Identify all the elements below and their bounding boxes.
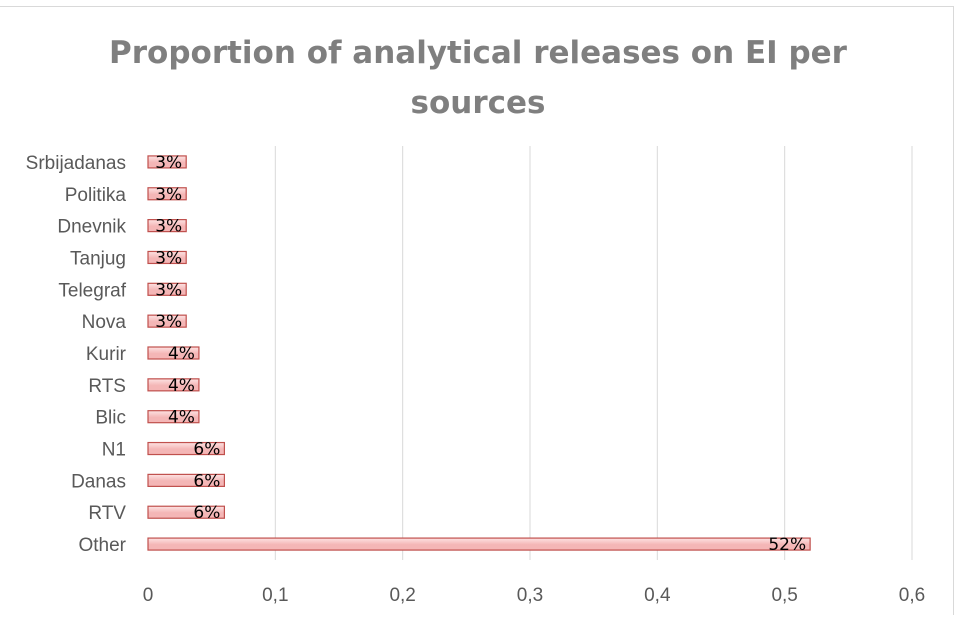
bar <box>147 219 187 233</box>
category-label: N1 <box>102 440 126 461</box>
data-label: 3% <box>155 280 182 300</box>
data-labels: 3% 3% 3% 3% 3% 3% 4% 4% 4% 6% 6% 6% 52% <box>155 153 806 555</box>
bar <box>147 473 226 487</box>
data-label: 6% <box>193 503 220 523</box>
data-label: 3% <box>155 153 182 173</box>
chart-title-line-1: Proportion of analytical releases on EI … <box>109 35 847 71</box>
bar <box>147 378 200 392</box>
data-label: 4% <box>168 344 195 364</box>
category-label: Kurir <box>86 344 127 365</box>
data-label: 4% <box>168 408 195 428</box>
data-label: 3% <box>155 312 182 332</box>
x-tick-label: 0,4 <box>644 585 671 606</box>
chart-title: Proportion of analytical releases on EI … <box>0 28 956 128</box>
chart-frame <box>0 6 954 615</box>
category-label: Dnevnik <box>57 217 126 238</box>
data-label: 6% <box>193 471 220 491</box>
bar <box>147 537 811 551</box>
category-label: Other <box>78 535 126 556</box>
gridlines <box>274 146 913 560</box>
x-tick-label: 0,5 <box>771 585 797 606</box>
category-axis: Srbijadanas Politika Dnevnik Tanjug Telegraf… <box>26 153 127 556</box>
data-label: 52% <box>768 535 806 555</box>
bar <box>147 314 187 328</box>
x-tick-label: 0,3 <box>517 585 543 606</box>
category-label: Politika <box>65 185 127 206</box>
bar <box>147 346 200 360</box>
category-label: Blic <box>95 408 126 429</box>
data-label: 6% <box>193 440 220 460</box>
data-label: 3% <box>155 185 182 205</box>
data-label: 3% <box>155 217 182 237</box>
bar <box>147 410 200 424</box>
category-label: RTV <box>88 503 126 524</box>
category-label: RTS <box>88 376 126 397</box>
data-label: 4% <box>168 376 195 396</box>
bar <box>147 155 187 169</box>
bars <box>147 155 811 551</box>
category-label: Srbijadanas <box>26 153 126 174</box>
x-tick-label: 0 <box>143 585 154 606</box>
x-tick-label: 0,1 <box>262 585 288 606</box>
value-axis: 0 0,1 0,2 0,3 0,4 0,5 0,6 <box>143 585 926 606</box>
bar <box>147 250 187 265</box>
x-tick-label: 0,6 <box>899 585 925 606</box>
data-label: 3% <box>155 248 182 268</box>
bar <box>147 282 187 296</box>
category-label: Tanjug <box>70 248 126 269</box>
category-label: Nova <box>82 312 127 333</box>
bar <box>147 505 226 519</box>
category-label: Danas <box>71 471 126 492</box>
bar <box>147 187 187 201</box>
category-label: Telegraf <box>58 280 126 301</box>
x-tick-label: 0,2 <box>389 585 415 606</box>
chart-title-line-2: sources <box>410 85 546 121</box>
bar <box>147 441 226 456</box>
